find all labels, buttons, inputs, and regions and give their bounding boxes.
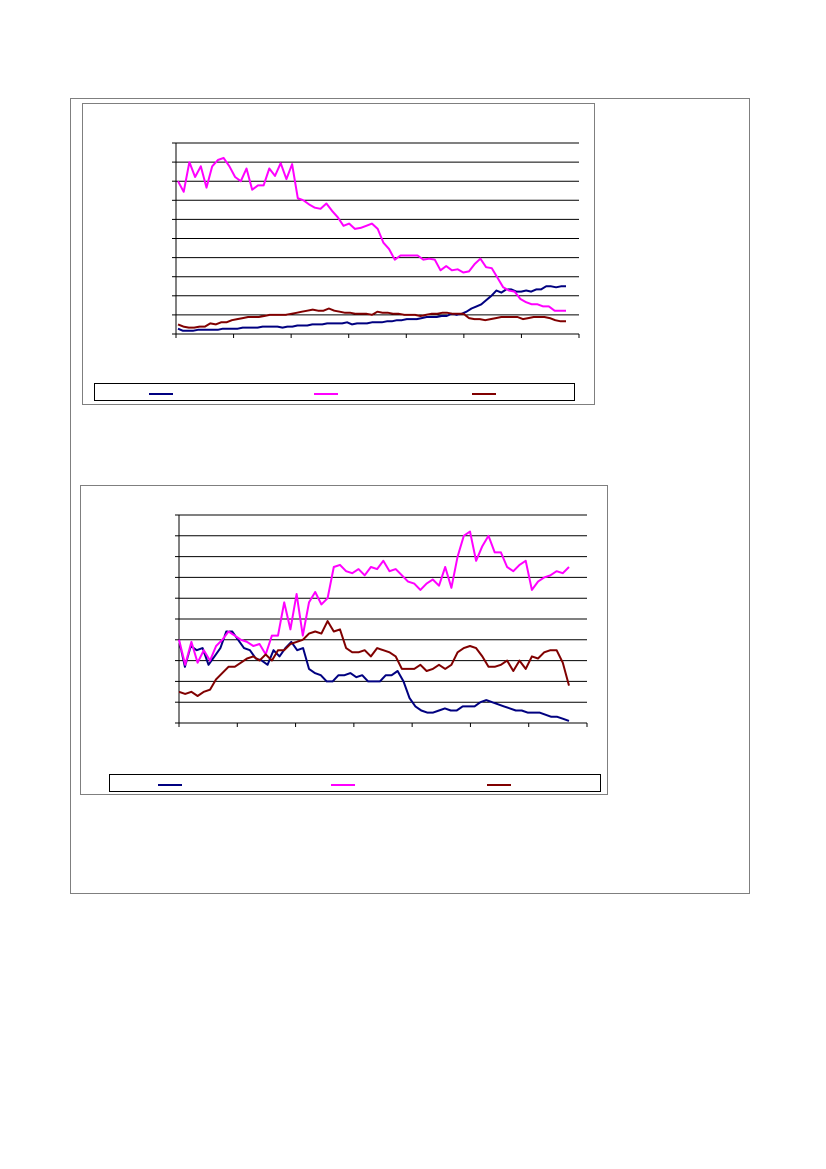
chart-1-plot: [172, 142, 580, 338]
series-line-1: [178, 530, 570, 666]
chart-2-legend: [109, 774, 601, 792]
chart-1: [82, 103, 595, 405]
chart-1-legend: [94, 383, 575, 401]
series-line-2: [177, 307, 566, 329]
series-line-0: [177, 285, 566, 332]
chart-2: [80, 485, 608, 795]
outer-frame: [70, 98, 750, 894]
plot-area: [172, 142, 580, 338]
chart-1-legend-swatches: [149, 393, 496, 395]
series-line-0: [178, 630, 570, 722]
chart-2-legend-swatches: [158, 784, 511, 786]
plot-area: [175, 514, 588, 727]
series-line-1: [177, 156, 566, 312]
chart-2-plot: [175, 514, 588, 727]
series-line-2: [178, 620, 570, 697]
